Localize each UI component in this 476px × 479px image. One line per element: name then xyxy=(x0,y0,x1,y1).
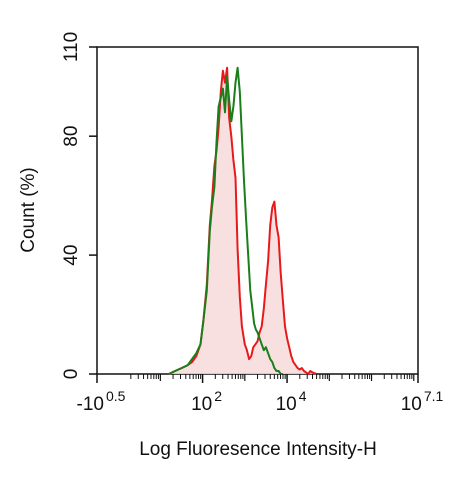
y-tick-label: 80 xyxy=(61,126,82,147)
series-2-line xyxy=(168,66,283,375)
axes-layer: 0 40 80 110 -10 0.5 10 2 10 4 10 7.1 xyxy=(61,32,444,415)
x-tick-label: 10 7.1 xyxy=(401,388,444,415)
x-tick-label: 10 4 xyxy=(276,388,307,415)
series-1-line xyxy=(168,66,317,375)
y-axis-title: Count (%) xyxy=(18,167,39,253)
plot-frame xyxy=(96,46,419,375)
plot-area xyxy=(96,46,419,375)
x-tick-label: 10 2 xyxy=(191,388,222,415)
x-axis-title: Log Fluoresence Intensity-H xyxy=(139,439,377,460)
y-tick-label: 40 xyxy=(61,245,82,266)
x-tick-label: -10 0.5 xyxy=(77,388,126,415)
y-tick-label: 0 xyxy=(61,369,82,380)
y-tick-label: 110 xyxy=(61,32,82,62)
series-layer xyxy=(168,66,317,375)
